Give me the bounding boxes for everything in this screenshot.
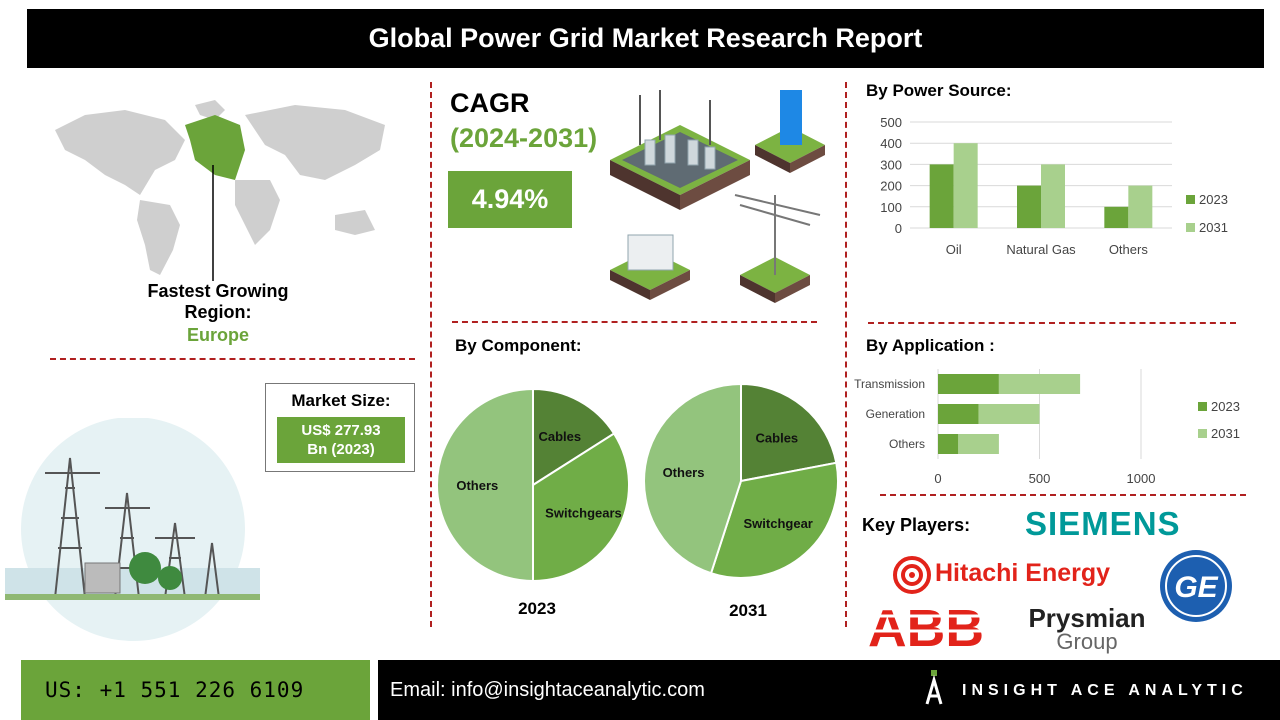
x-category-label: Natural Gas (1006, 242, 1076, 257)
pie-slice-others (436, 387, 534, 583)
abb-logo: ABB (868, 600, 986, 650)
legend-swatch (1198, 402, 1207, 411)
footer-phone[interactable]: US: +1 551 226 6109 (21, 660, 370, 720)
divider-left (50, 358, 415, 360)
svg-text:ABB: ABB (868, 600, 984, 650)
fastest-growing-region: Europe (186, 325, 249, 345)
legend-label: 2023 (1211, 399, 1240, 414)
power-lines-illustration-icon (5, 418, 260, 641)
substation-illustration-icon (610, 90, 825, 303)
bar-2031 (978, 404, 1040, 424)
divider-center (452, 321, 817, 323)
footer-brand: INSIGHT ACE ANALYTIC (962, 682, 1248, 699)
ge-logo-icon: GE (1160, 550, 1232, 622)
legend-label: 2023 (1199, 192, 1228, 207)
report-title: Global Power Grid Market Research Report (27, 9, 1264, 68)
pie-slice-others (643, 382, 742, 575)
x-tick-label: 0 (934, 471, 941, 486)
footer-bar: Email: info@insightaceanalytic.com (378, 660, 1280, 720)
prysmian-logo: Prysmian (1028, 603, 1146, 633)
divider-right-bottom (880, 494, 1246, 496)
x-tick-label: 1000 (1127, 471, 1156, 486)
legend-label: 2031 (1199, 220, 1228, 235)
hitachi-energy-logo-icon (893, 556, 931, 594)
bar-2023 (938, 374, 999, 394)
x-category-label: Oil (946, 242, 962, 257)
x-tick-label: 500 (1029, 471, 1051, 486)
pie-label: Cables (756, 431, 799, 446)
pie-slice-cables (532, 387, 616, 487)
y-category-label: Generation (866, 407, 925, 421)
market-size-title: Market Size: (291, 391, 391, 410)
world-map-icon (55, 100, 385, 281)
bar-2023 (938, 434, 959, 454)
y-tick-label: 300 (880, 157, 902, 172)
market-size-value: US$ 277.93 Bn (2023) (277, 417, 405, 463)
pie-slice-cables (740, 382, 838, 483)
power-source-chart: 0 100 200 300 400 500 Oil Natural Gas Others 2023… (880, 115, 1228, 257)
application-title: By Application : (866, 336, 995, 355)
bar-2031 (1128, 185, 1153, 228)
y-tick-label: 200 (880, 179, 902, 194)
divider-right-top (868, 322, 1236, 324)
cagr-value: 4.94% (448, 171, 572, 228)
y-tick-label: 0 (895, 221, 902, 236)
pie-label: Cables (539, 429, 582, 444)
pie-label: Others (663, 465, 705, 480)
divider-vertical-left (430, 82, 432, 627)
footer-email[interactable]: Email: info@insightaceanalytic.com (390, 679, 705, 701)
application-chart: 0 500 1000 Transmission Generation Others 2023… (854, 369, 1240, 486)
prysmian-group-logo: Group (1056, 629, 1118, 654)
y-tick-label: 400 (880, 136, 902, 151)
component-pie-2023: Cables Switchgears Others (436, 387, 630, 583)
bar-2031 (998, 374, 1081, 394)
bar-2031 (1041, 164, 1065, 228)
y-category-label: Others (889, 437, 925, 451)
pie-label: Switchgear (744, 516, 813, 531)
bar-2023 (1017, 185, 1041, 228)
component-title: By Component: (455, 336, 582, 355)
legend-label: 2031 (1211, 426, 1240, 441)
legend-swatch (1186, 195, 1195, 204)
hitachi-energy-logo: Hitachi Energy (935, 559, 1111, 587)
legend-swatch (1198, 429, 1207, 438)
siemens-logo: SIEMENS (1025, 505, 1181, 542)
cagr-title: CAGR (450, 88, 530, 118)
fastest-growing-label: Fastest Growing Region: (147, 281, 289, 322)
svg-text:GE: GE (1174, 571, 1218, 604)
pie-slice-switchgear (709, 461, 839, 579)
power-source-title: By Power Source: (866, 81, 1012, 100)
key-players-title: Key Players: (862, 515, 971, 535)
divider-vertical-right (845, 82, 847, 627)
bar-2023 (938, 404, 979, 424)
component-pie-2031: Cables Switchgear Others (643, 382, 839, 579)
bar-2031 (953, 143, 978, 228)
market-size-box: Market Size: US$ 277.93 Bn (2023) (265, 383, 415, 472)
bar-2023 (929, 164, 954, 228)
cagr-period: (2024-2031) (450, 123, 598, 153)
y-tick-label: 500 (880, 115, 902, 130)
pie-year-2023: 2023 (518, 599, 556, 618)
x-category-label: Others (1109, 242, 1149, 257)
bar-2031 (958, 434, 999, 454)
y-tick-label: 100 (880, 200, 902, 215)
pie-label: Others (456, 478, 498, 493)
pie-slice-switchgears (532, 432, 630, 583)
legend-swatch (1186, 223, 1195, 232)
y-category-label: Transmission (854, 377, 925, 391)
pie-label: Switchgears (545, 506, 622, 521)
insightace-logo-icon (925, 670, 943, 705)
bar-2023 (1104, 206, 1129, 228)
pie-year-2031: 2031 (729, 601, 767, 620)
